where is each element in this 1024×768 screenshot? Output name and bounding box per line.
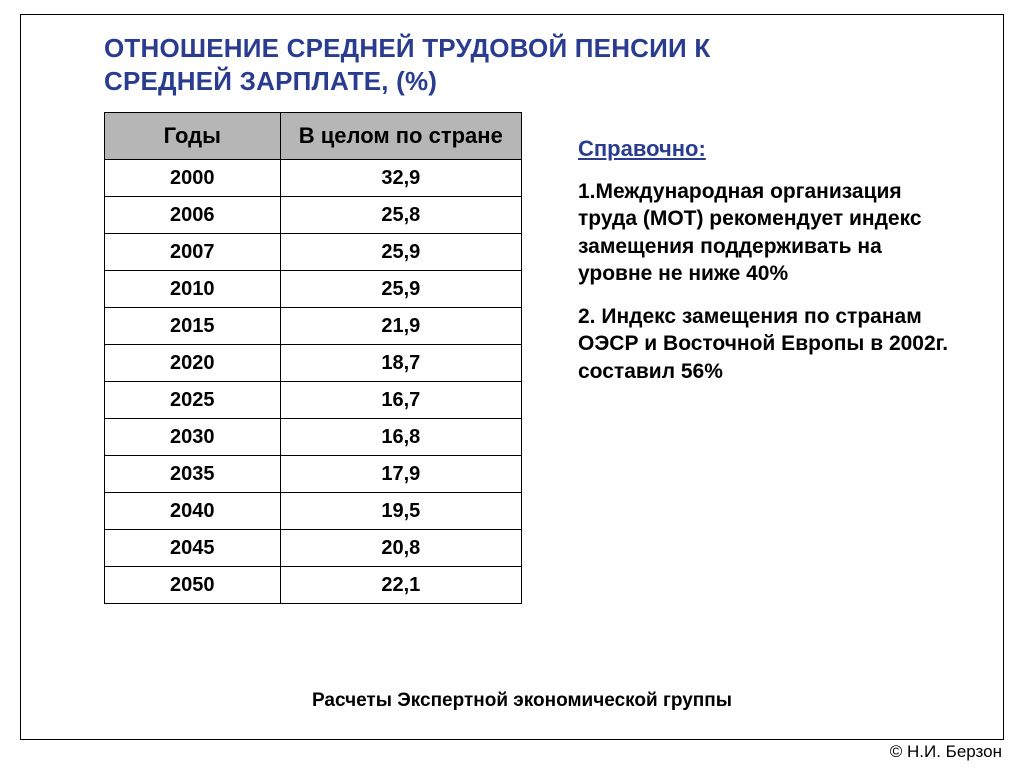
table-row: 201521,9	[105, 308, 522, 345]
cell-year: 2010	[105, 271, 281, 308]
table-row: 204019,5	[105, 493, 522, 530]
cell-value: 16,7	[280, 382, 521, 419]
cell-year: 2025	[105, 382, 281, 419]
cell-value: 19,5	[280, 493, 521, 530]
cell-year: 2020	[105, 345, 281, 382]
cell-value: 25,8	[280, 197, 521, 234]
cell-value: 18,7	[280, 345, 521, 382]
cell-value: 32,9	[280, 160, 521, 197]
table-row: 202018,7	[105, 345, 522, 382]
reference-panel: Справочно: 1.Международная организация т…	[578, 112, 950, 401]
slide: ОТНОШЕНИЕ СРЕДНЕЙ ТРУДОВОЙ ПЕНСИИ К СРЕД…	[0, 0, 1024, 768]
table-row: 204520,8	[105, 530, 522, 567]
cell-value: 16,8	[280, 419, 521, 456]
reference-heading: Справочно:	[578, 136, 950, 162]
content-row: Годы В целом по стране 200032,9 200625,8…	[104, 112, 950, 604]
table-row: 203016,8	[105, 419, 522, 456]
cell-year: 2030	[105, 419, 281, 456]
cell-year: 2006	[105, 197, 281, 234]
col-header-year: Годы	[105, 113, 281, 160]
cell-year: 2040	[105, 493, 281, 530]
cell-year: 2015	[105, 308, 281, 345]
copyright: © Н.И. Берзон	[890, 742, 1002, 762]
cell-year: 2050	[105, 567, 281, 604]
slide-title: ОТНОШЕНИЕ СРЕДНЕЙ ТРУДОВОЙ ПЕНСИИ К СРЕД…	[104, 32, 824, 97]
col-header-value: В целом по стране	[280, 113, 521, 160]
table-header-row: Годы В целом по стране	[105, 113, 522, 160]
cell-year: 2007	[105, 234, 281, 271]
table-row: 202516,7	[105, 382, 522, 419]
source-caption: Расчеты Экспертной экономической группы	[312, 690, 732, 712]
table-row: 201025,9	[105, 271, 522, 308]
cell-value: 20,8	[280, 530, 521, 567]
reference-note: 2. Индекс замещения по странам ОЭСР и Во…	[578, 303, 950, 385]
cell-year: 2035	[105, 456, 281, 493]
table-row: 200032,9	[105, 160, 522, 197]
cell-year: 2000	[105, 160, 281, 197]
pension-ratio-table: Годы В целом по стране 200032,9 200625,8…	[104, 112, 522, 604]
cell-value: 25,9	[280, 234, 521, 271]
table-row: 200725,9	[105, 234, 522, 271]
cell-value: 22,1	[280, 567, 521, 604]
table-row: 205022,1	[105, 567, 522, 604]
cell-value: 25,9	[280, 271, 521, 308]
table-row: 203517,9	[105, 456, 522, 493]
cell-value: 17,9	[280, 456, 521, 493]
cell-year: 2045	[105, 530, 281, 567]
cell-value: 21,9	[280, 308, 521, 345]
reference-note: 1.Международная организация труда (МОТ) …	[578, 178, 950, 287]
table-row: 200625,8	[105, 197, 522, 234]
